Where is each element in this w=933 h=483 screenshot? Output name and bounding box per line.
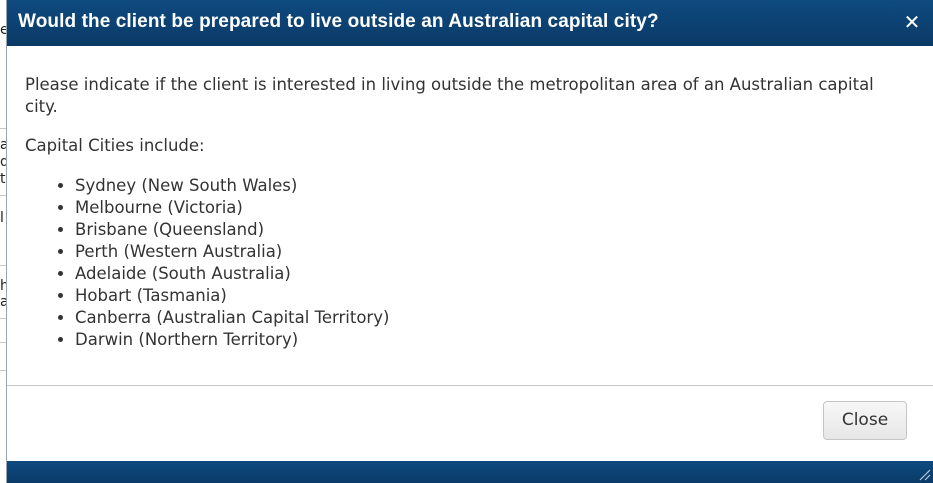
list-item: Adelaide (South Australia) (75, 263, 905, 285)
background-divider (0, 265, 8, 266)
intro-text: Please indicate if the client is interes… (25, 75, 874, 116)
modal-dialog: Would the client be prepared to live out… (6, 0, 933, 483)
background-divider (0, 342, 8, 343)
footer-divider (7, 385, 933, 386)
dialog-footer-bar (7, 461, 933, 483)
background-text: e (0, 22, 9, 38)
resize-grip-icon[interactable] (917, 467, 931, 481)
background-text: d (0, 154, 9, 170)
capital-cities-heading: Capital Cities include: (25, 136, 205, 155)
list-item: Brisbane (Queensland) (75, 219, 905, 241)
close-icon[interactable]: ✕ (903, 10, 921, 34)
background-text: h (0, 278, 9, 294)
background-text: a (0, 294, 9, 310)
list-item: Melbourne (Victoria) (75, 197, 905, 219)
background-text: l (0, 210, 4, 226)
list-item: Sydney (New South Wales) (75, 175, 905, 197)
list-item: Perth (Western Australia) (75, 241, 905, 263)
list-item: Hobart (Tasmania) (75, 285, 905, 307)
list-item: Canberra (Australian Capital Territory) (75, 307, 905, 329)
background-divider (0, 128, 8, 129)
background-divider (0, 195, 8, 196)
background-divider (0, 318, 8, 319)
list-item: Darwin (Northern Territory) (75, 329, 905, 351)
close-button[interactable]: Close (823, 401, 907, 440)
dialog-titlebar: Would the client be prepared to live out… (7, 0, 933, 46)
background-divider (0, 370, 8, 371)
background-text: a (0, 137, 9, 153)
background-text: t (0, 171, 6, 187)
capital-cities-list: Sydney (New South Wales) Melbourne (Vict… (25, 175, 905, 351)
dialog-title: Would the client be prepared to live out… (18, 11, 659, 32)
dialog-body: Please indicate if the client is interes… (25, 74, 905, 351)
